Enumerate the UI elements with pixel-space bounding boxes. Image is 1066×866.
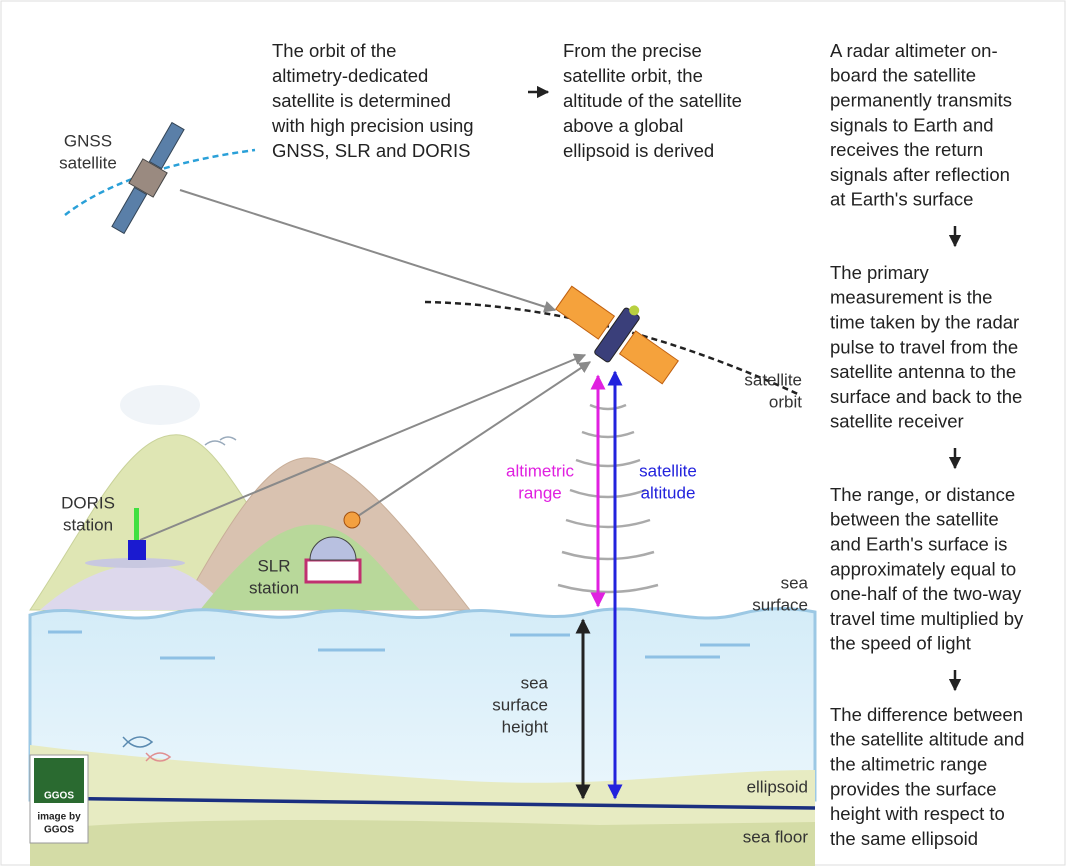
step-line: permanently transmits [830, 89, 1012, 110]
step-line: and Earth's surface is [830, 533, 1007, 554]
description-line: ellipsoid is derived [563, 140, 714, 161]
seabed [30, 820, 815, 866]
step-line: signals after reflection [830, 164, 1010, 185]
step-line: surface and back to the [830, 386, 1022, 407]
step-line: approximately equal to [830, 558, 1016, 579]
label: orbit [769, 392, 802, 411]
description-line: with high precision using [271, 115, 474, 136]
diagram: GGOS The orbit of the altimetry-dedicated… [0, 0, 1066, 866]
step-line: satellite receiver [830, 411, 964, 432]
label: GNSS [64, 131, 112, 150]
label: sea [521, 673, 549, 692]
step-line: at Earth's surface [830, 189, 973, 210]
step-line: satellite antenna to the [830, 361, 1016, 382]
label: satellite [744, 370, 802, 389]
label: station [63, 515, 113, 534]
logo-mark: GGOS [44, 791, 74, 802]
step-line: the same ellipsoid [830, 828, 978, 849]
description-line: above a global [563, 115, 683, 136]
label: satellite [639, 461, 697, 480]
label: sea floor [743, 827, 809, 846]
step-line: board the satellite [830, 65, 976, 86]
label: range [518, 483, 561, 502]
label: DORIS [61, 493, 115, 512]
label: surface [752, 595, 808, 614]
step-line: the speed of light [830, 633, 971, 654]
description-line: altitude of the satellite [563, 90, 742, 111]
logo-credit: image by [37, 812, 81, 823]
label: altitude [641, 483, 696, 502]
step-line: receives the return [830, 139, 983, 160]
step-line: signals to Earth and [830, 114, 994, 135]
label: ellipsoid [747, 777, 808, 796]
step-line: measurement is the [830, 287, 992, 308]
label: altimetric [506, 461, 575, 480]
label: surface [492, 695, 548, 714]
step-line: travel time multiplied by [830, 608, 1024, 629]
step-line: The difference between [830, 704, 1023, 725]
step-line: one-half of the two-way [830, 583, 1022, 604]
label: SLR [257, 556, 290, 575]
step-line: A radar altimeter on- [830, 40, 998, 61]
label: station [249, 578, 299, 597]
description-line: GNSS, SLR and DORIS [272, 140, 470, 161]
step-line: The primary [830, 262, 929, 283]
step-line: the altimetric range [830, 753, 987, 774]
label: height [502, 717, 549, 736]
description-line: satellite is determined [272, 90, 451, 111]
step-line: height with respect to [830, 803, 1005, 824]
label: satellite [59, 153, 117, 172]
step-line: time taken by the radar [830, 311, 1019, 332]
description-line: satellite orbit, the [563, 65, 703, 86]
description-line: altimetry-dedicated [272, 65, 428, 86]
label: sea [781, 573, 809, 592]
step-line: the satellite altitude and [830, 729, 1024, 750]
description-line: From the precise [563, 40, 702, 61]
step-line: provides the surface [830, 778, 997, 799]
description-line: The orbit of the [272, 40, 396, 61]
step-line: The range, or distance [830, 484, 1015, 505]
step-line: pulse to travel from the [830, 336, 1018, 357]
step-line: between the satellite [830, 509, 999, 530]
logo-credit: GGOS [44, 825, 74, 836]
